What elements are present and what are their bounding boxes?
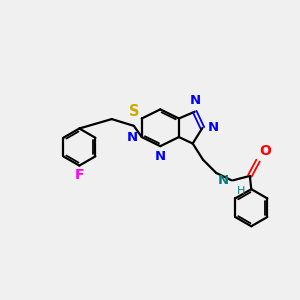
Text: N: N bbox=[155, 150, 166, 163]
Text: F: F bbox=[75, 168, 84, 182]
Text: N: N bbox=[208, 122, 219, 134]
Text: N: N bbox=[190, 94, 201, 107]
Text: S: S bbox=[129, 104, 139, 119]
Text: O: O bbox=[260, 144, 272, 158]
Text: N: N bbox=[218, 174, 229, 187]
Text: H: H bbox=[237, 186, 245, 196]
Text: N: N bbox=[127, 130, 138, 143]
